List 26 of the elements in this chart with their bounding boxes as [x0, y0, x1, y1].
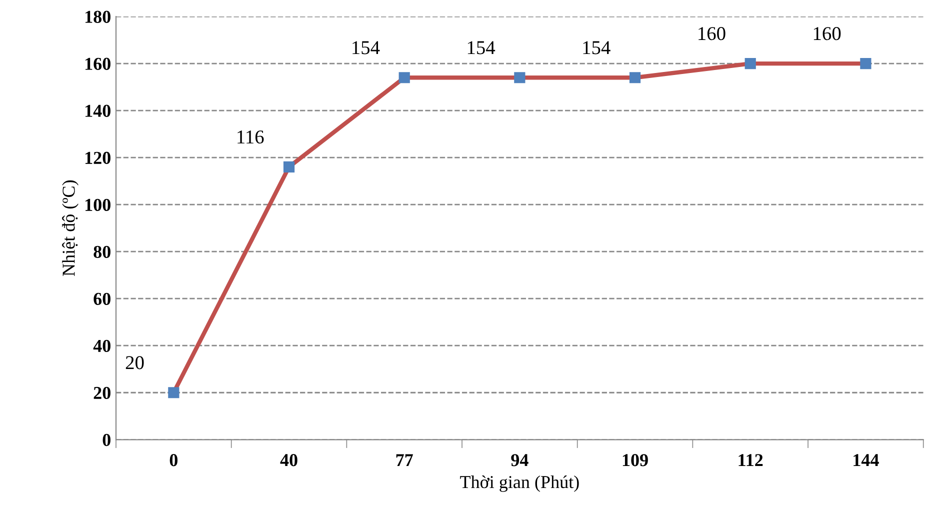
x-tick-label: 144 — [854, 454, 879, 466]
y-tick-label: 60 — [94, 292, 110, 306]
data-label: 160 — [698, 27, 726, 40]
data-label: 20 — [126, 356, 144, 370]
y-tick-label: 100 — [86, 198, 110, 212]
data-label: 154 — [468, 41, 496, 54]
data-label: 160 — [814, 27, 841, 40]
x-tick-label: 109 — [622, 454, 648, 466]
x-axis-title: Thời gian (Phút) — [460, 475, 579, 492]
y-tick-label: 40 — [93, 340, 110, 352]
y-tick-label: 180 — [86, 10, 110, 23]
y-tick-label: 20 — [94, 386, 110, 400]
y-tick-label: 80 — [94, 246, 110, 258]
y-tick-label: 160 — [86, 58, 110, 70]
x-tick-label: 94 — [511, 454, 528, 466]
y-tick-label: 0 — [102, 434, 110, 446]
x-tick-label: 0 — [170, 454, 178, 466]
x-tick-label: 77 — [396, 454, 413, 466]
x-tick-label: 112 — [738, 454, 763, 466]
y-tick-label: 120 — [86, 152, 110, 164]
data-label: 116 — [238, 130, 264, 144]
y-axis-title: Nhiệt độ (ºC) — [62, 180, 78, 276]
data-label: 154 — [352, 41, 380, 54]
data-label: 154 — [583, 41, 610, 54]
y-tick-label: 140 — [86, 104, 110, 117]
x-tick-label: 40 — [280, 454, 298, 466]
